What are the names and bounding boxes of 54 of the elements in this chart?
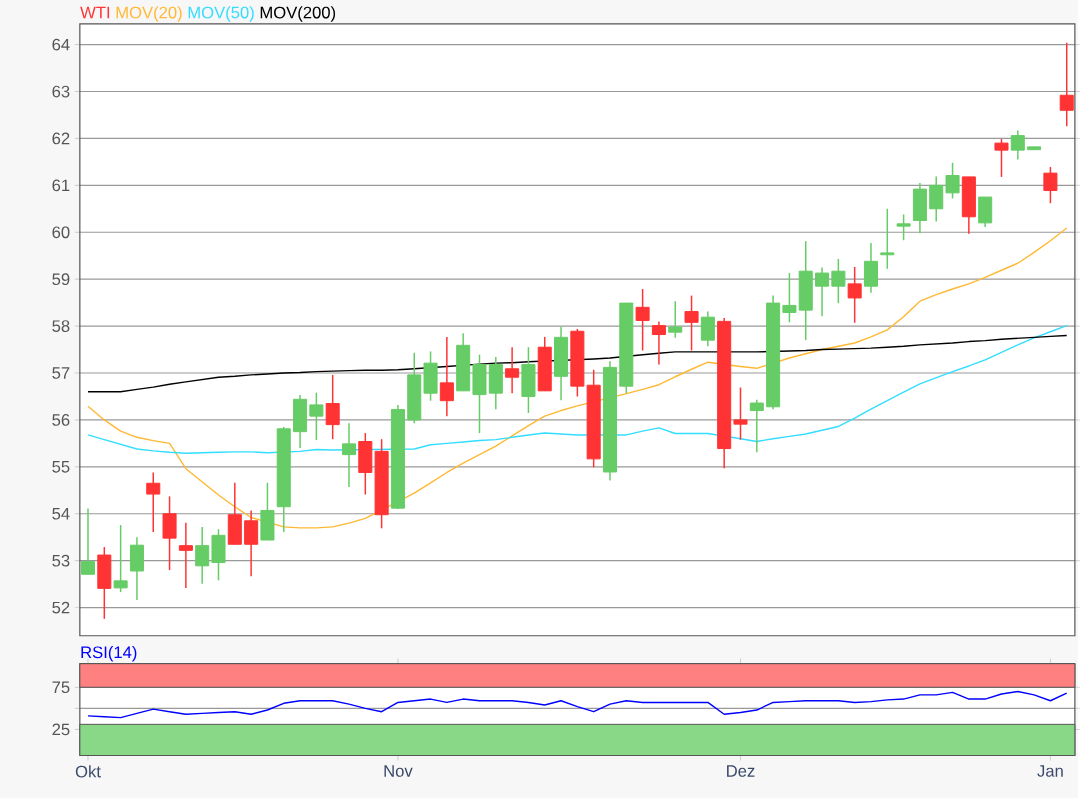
candlestick — [635, 288, 650, 352]
candlestick — [505, 346, 520, 394]
candlestick — [80, 507, 96, 575]
candlestick — [651, 320, 666, 366]
candlestick — [847, 266, 862, 324]
candlestick — [831, 258, 846, 304]
y-tick-label: 59 — [52, 273, 70, 285]
candlestick — [945, 161, 960, 200]
x-tick-label: Jan — [1037, 765, 1063, 777]
y-tick-label: 53 — [52, 554, 70, 567]
candlestick — [929, 175, 944, 223]
y-tick-label: 61 — [52, 179, 70, 192]
candlestick — [178, 521, 193, 589]
y-tick-label: 60 — [52, 226, 70, 238]
candlestick — [880, 207, 895, 270]
candlestick — [341, 422, 357, 488]
y-tick-label: 25 — [52, 723, 70, 736]
candlestick — [439, 335, 454, 417]
x-tick-label: Okt — [75, 764, 101, 778]
y-tick-label: 58 — [52, 320, 70, 332]
text: MOV(50) — [188, 5, 254, 22]
candlestick — [1043, 166, 1058, 204]
x-tick-label: Dez — [727, 765, 755, 777]
y-tick-label: 56 — [52, 413, 70, 426]
text: RSI(14) — [81, 645, 137, 662]
candlestick — [700, 310, 715, 347]
candlestick — [668, 300, 683, 339]
text: WTI — [80, 6, 110, 19]
y-tick-label: 75 — [52, 681, 70, 693]
text: MOV(20) — [116, 5, 182, 22]
candlestick — [896, 213, 911, 241]
candlestick — [113, 524, 128, 593]
y-tick-label: 52 — [52, 601, 70, 614]
y-tick-label: 62 — [52, 132, 70, 145]
candlestick — [195, 525, 210, 585]
candlestick — [146, 471, 161, 533]
y-tick-label: 54 — [52, 507, 70, 520]
y-tick-label: 63 — [52, 85, 70, 98]
candlestick — [1010, 129, 1025, 161]
candlestick — [749, 398, 764, 453]
y-tick-label: 57 — [52, 367, 70, 379]
candlestick — [733, 386, 748, 441]
candlestick — [325, 373, 340, 440]
candlestick — [309, 391, 324, 441]
candlestick — [994, 137, 1009, 178]
candlestick — [244, 509, 259, 577]
x-tick-label: Nov — [384, 765, 413, 777]
candlestick — [1059, 41, 1074, 127]
candlestick — [782, 272, 797, 323]
candlestick — [815, 266, 830, 317]
y-tick-label: 64 — [52, 38, 70, 51]
candlestick — [684, 294, 699, 352]
text: MOV(200) — [260, 5, 336, 22]
y-tick-label: 55 — [52, 460, 70, 473]
